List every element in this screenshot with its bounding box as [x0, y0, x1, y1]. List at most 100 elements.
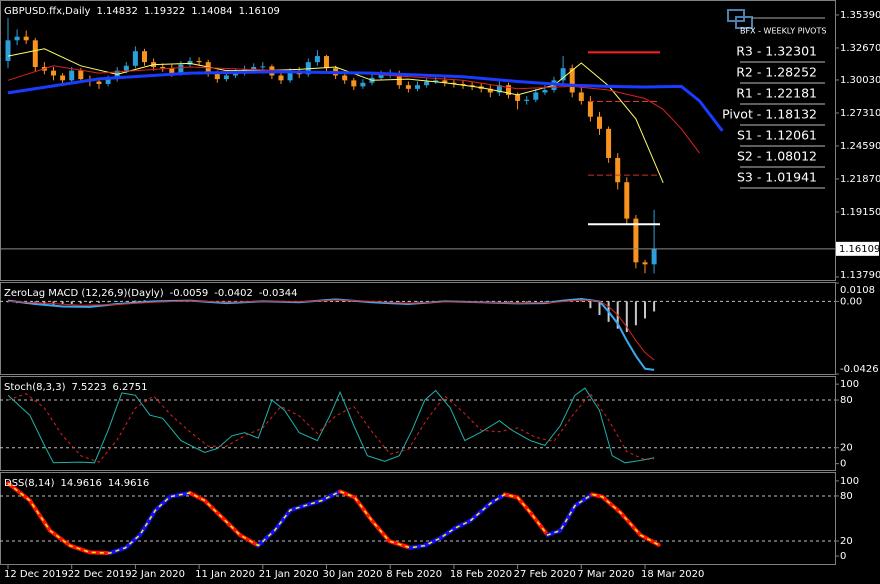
header-value: -0.0344 — [259, 288, 298, 299]
candle-body — [451, 82, 457, 84]
pivot-label: R2 - 1.28252 — [736, 65, 817, 80]
indicator-line — [7, 65, 700, 154]
y-tick-label: 80 — [840, 395, 853, 406]
dss-segment — [600, 494, 623, 515]
histogram-bar — [416, 301, 419, 302]
candle-body — [524, 99, 530, 101]
y-tick-label: 0.0108 — [840, 285, 875, 296]
pivot-label: Pivot - 1.18132 — [722, 107, 817, 122]
histogram-bar — [498, 301, 501, 302]
histogram-bar — [389, 301, 392, 302]
histogram-bar — [61, 301, 64, 305]
candle-body — [533, 92, 539, 100]
candle-body — [14, 36, 20, 41]
header-value: -0.0402 — [214, 288, 253, 299]
header-value: 14.9616 — [60, 478, 101, 489]
histogram-bar — [580, 300, 583, 302]
histogram-bar — [589, 301, 592, 309]
candle-body — [278, 75, 284, 81]
x-tick-label: 22 Dec 2019 — [68, 569, 132, 580]
candle-body — [32, 40, 38, 67]
histogram-bar — [334, 300, 337, 302]
candle-body — [178, 64, 184, 74]
candle-body — [260, 66, 266, 68]
y-tick-label: 1.24590 — [840, 141, 880, 152]
candle-body — [251, 66, 257, 70]
histogram-bar — [407, 301, 410, 303]
candle-body — [123, 65, 129, 71]
indicator-line — [7, 387, 655, 464]
candle-body — [587, 100, 593, 117]
header-value: -0.0059 — [170, 288, 209, 299]
histogram-bar — [52, 301, 55, 305]
histogram-bar — [125, 301, 128, 302]
histogram-bar — [634, 301, 637, 326]
histogram-bar — [88, 301, 91, 304]
histogram-bar — [516, 301, 519, 303]
histogram-bar — [398, 301, 401, 302]
y-tick-label: 20 — [840, 443, 853, 454]
header-value: 7.5223 — [71, 382, 106, 393]
stoch-panel-border — [0, 376, 836, 471]
candle-body — [651, 248, 657, 265]
candle-body — [560, 68, 566, 81]
candle-body — [415, 85, 420, 89]
candle-body — [496, 85, 502, 93]
frame — [0, 0, 836, 565]
dss-segment — [352, 495, 374, 523]
candle-body — [96, 81, 102, 84]
candle-body — [142, 51, 147, 63]
candle-body — [169, 68, 175, 74]
candle-body — [542, 90, 548, 93]
y-tick-label: 0.00 — [840, 296, 862, 307]
indicator-line — [7, 299, 655, 361]
pivot-label: S1 - 1.12061 — [737, 128, 817, 143]
macd-panel-border — [0, 282, 836, 375]
candle-body — [578, 92, 584, 101]
candle-body — [442, 80, 448, 83]
candle-body — [469, 85, 475, 87]
y-tick-label: 100 — [840, 379, 859, 390]
candle-body — [405, 85, 411, 89]
x-tick-label: 2 Jan 2020 — [131, 569, 185, 580]
histogram-bar — [116, 301, 119, 302]
header-value: 1.16109 — [239, 6, 280, 17]
y-tick-label: 1.19150 — [840, 207, 880, 218]
candle-body — [360, 82, 366, 87]
histogram-bar — [143, 300, 146, 302]
candle-body — [305, 62, 311, 75]
candle-body — [460, 83, 466, 86]
y-tick-label: 80 — [840, 491, 853, 502]
candle-body — [342, 75, 348, 81]
header-value: 6.2751 — [112, 382, 147, 393]
candle-body — [506, 85, 511, 95]
panel-header: ZeroLag MACD (12,26,9)(Dayly) -0.0059 -0.0… — [4, 288, 297, 299]
x-tick-label: 27 Feb 2020 — [514, 569, 576, 580]
candle-body — [324, 56, 329, 69]
pivot-label: S2 - 1.08012 — [737, 149, 817, 164]
y-tick-label: 0 — [840, 459, 846, 470]
current-price-box — [836, 241, 879, 256]
x-tick-label: 8 Feb 2020 — [386, 569, 442, 580]
x-tick-label: 12 Dec 2019 — [4, 569, 68, 580]
logo-square — [735, 16, 753, 29]
histogram-bar — [134, 300, 137, 302]
candle-body — [287, 70, 293, 81]
histogram-bar — [525, 301, 528, 303]
x-tick-label: 30 Jan 2020 — [323, 569, 383, 580]
candle-body — [233, 73, 238, 76]
header-title: DSS(8,14) — [4, 478, 55, 489]
candle-body — [60, 75, 66, 81]
histogram-bar — [543, 301, 546, 302]
header-value: 1.14084 — [191, 6, 232, 17]
histogram-bar — [107, 301, 110, 303]
x-tick-label: 21 Jan 2020 — [259, 569, 319, 580]
histogram-bar — [98, 301, 100, 303]
main-panel-border — [0, 0, 836, 281]
histogram-bar — [534, 301, 537, 303]
header-value: 14.9616 — [108, 478, 149, 489]
header-title: Stoch(8,3,3) — [4, 382, 66, 393]
indicator-line — [7, 70, 724, 132]
